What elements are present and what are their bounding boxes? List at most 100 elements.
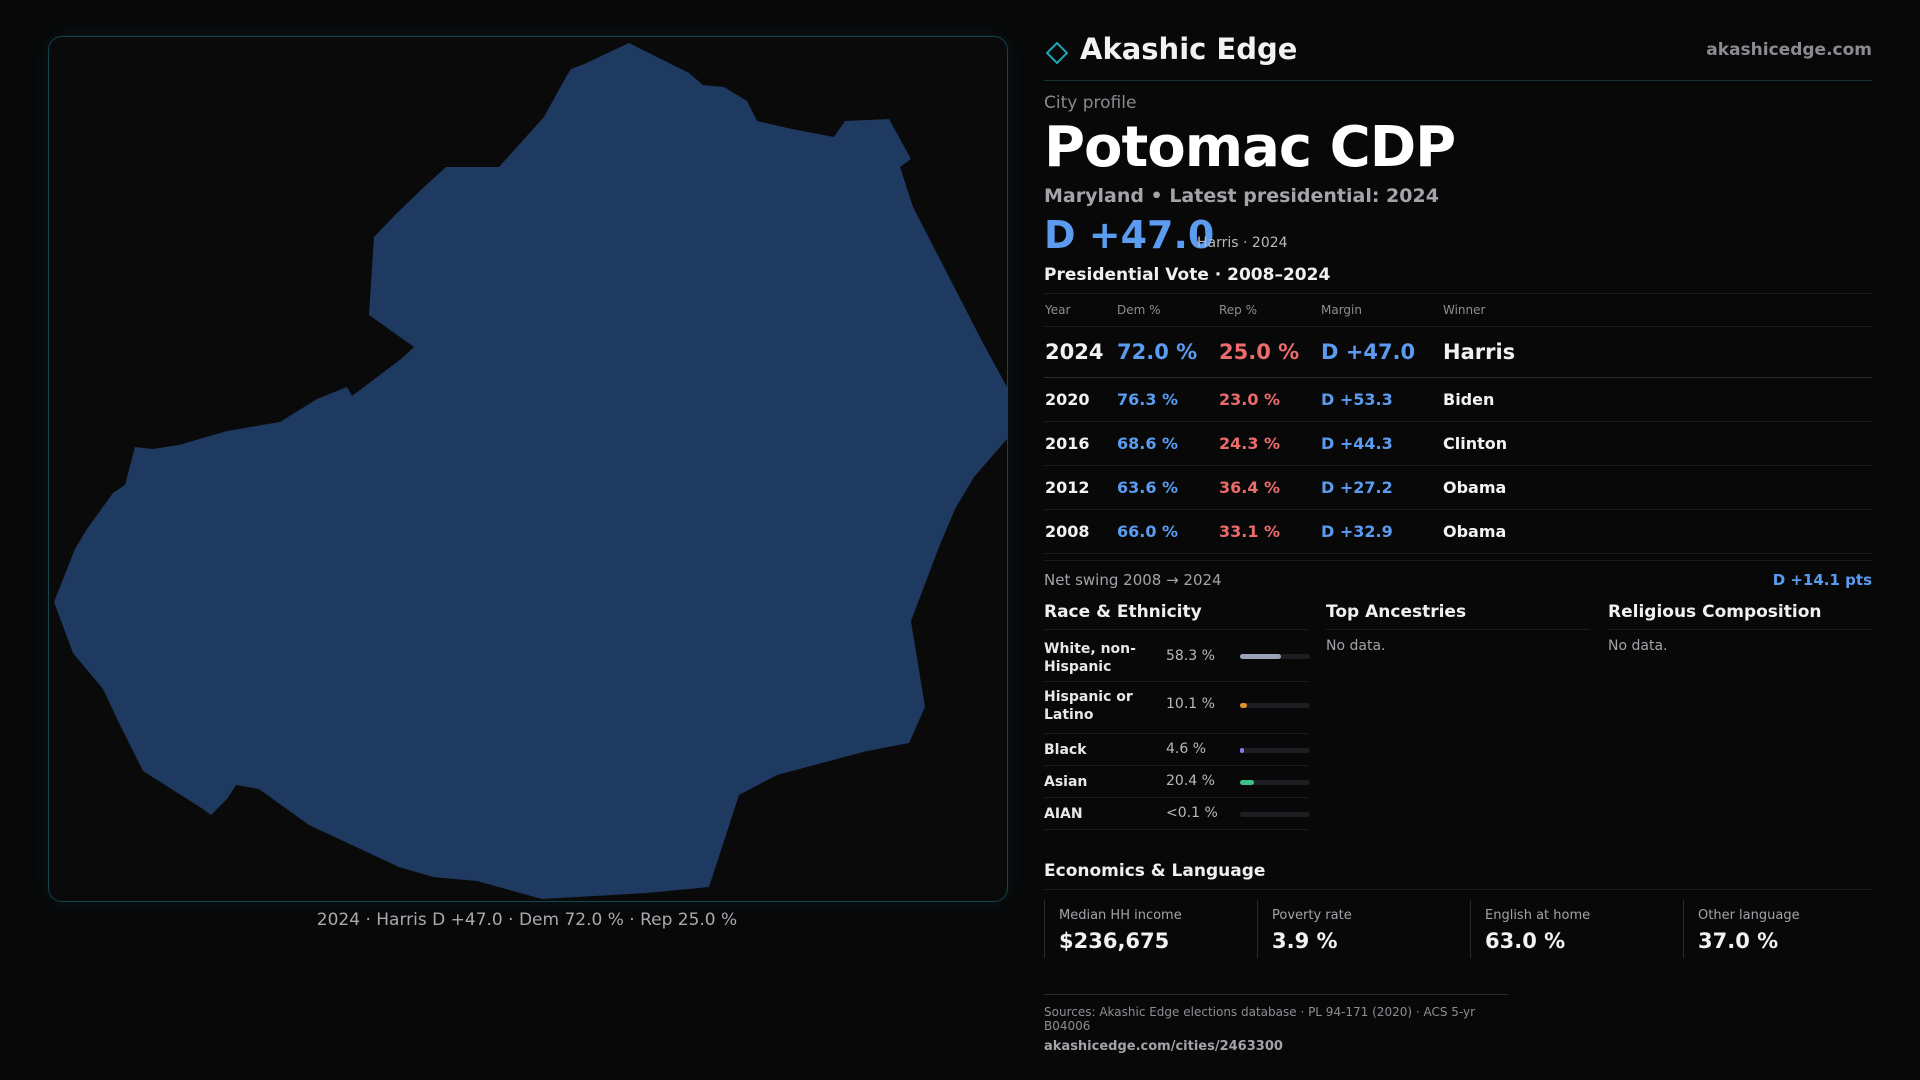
col-margin: Margin <box>1320 293 1442 327</box>
race-name: AIAN <box>1044 806 1083 822</box>
race-bar <box>1240 748 1310 753</box>
econ-label: Median HH income <box>1059 908 1182 923</box>
ancestries-title: Top Ancestries <box>1326 599 1590 630</box>
race-row: Black 4.6 % <box>1044 734 1310 766</box>
race-bar <box>1240 703 1310 708</box>
cell-margin: D +44.3 <box>1320 421 1442 466</box>
cell-dem: 72.0 % <box>1116 326 1218 378</box>
cell-dem: 66.0 % <box>1116 509 1218 554</box>
cell-margin: D +27.2 <box>1320 465 1442 510</box>
cell-year: 2008 <box>1044 509 1116 554</box>
sources-footer: Sources: Akashic Edge elections database… <box>1044 994 1508 1054</box>
headline-margin-value: D +47.0 <box>1044 213 1215 257</box>
econ-value: 3.9 % <box>1272 929 1338 953</box>
race-name: Hispanic or Latino <box>1044 689 1133 723</box>
race-pct: 10.1 % <box>1166 696 1215 712</box>
city-boundary-shape[interactable] <box>54 43 1007 899</box>
col-rep: Rep % <box>1218 293 1320 327</box>
cell-rep: 36.4 % <box>1218 465 1320 510</box>
race-name: White, non-Hispanic <box>1044 641 1136 675</box>
cell-margin: D +53.3 <box>1320 377 1442 422</box>
race-bar-fill <box>1240 748 1245 753</box>
race-title: Race & Ethnicity <box>1044 599 1308 630</box>
race-bar <box>1240 654 1310 659</box>
race-bar-fill <box>1240 703 1248 708</box>
cell-rep: 25.0 % <box>1218 326 1320 378</box>
race-pct: 58.3 % <box>1166 648 1215 664</box>
page-subtitle: Maryland • Latest presidential: 2024 <box>1044 185 1439 207</box>
table-row: 2012 63.6 % 36.4 % D +27.2 Obama <box>1044 465 1872 510</box>
col-winner: Winner <box>1442 293 1872 327</box>
race-bar-fill <box>1240 654 1281 659</box>
race-bar-fill <box>1240 780 1255 785</box>
cell-year: 2020 <box>1044 377 1116 422</box>
econ-cell-income: Median HH income $236,675 <box>1044 900 1247 958</box>
religion-title: Religious Composition <box>1608 599 1872 630</box>
econ-cell-other-language: Other language 37.0 % <box>1683 900 1872 958</box>
cell-rep: 33.1 % <box>1218 509 1320 554</box>
cell-year: 2024 <box>1044 326 1116 378</box>
table-row: 2008 66.0 % 33.1 % D +32.9 Obama <box>1044 509 1872 554</box>
econ-cell-english: English at home 63.0 % <box>1470 900 1673 958</box>
race-row: Asian 20.4 % <box>1044 766 1310 798</box>
religion-empty: No data. <box>1608 638 1668 654</box>
race-pct: <0.1 % <box>1166 805 1218 821</box>
race-row: AIAN <0.1 % <box>1044 798 1310 830</box>
cell-rep: 24.3 % <box>1218 421 1320 466</box>
cell-margin: D +32.9 <box>1320 509 1442 554</box>
profile-panel: Akashic Edge akashicedge.com City profil… <box>1044 28 1872 972</box>
cell-dem: 63.6 % <box>1116 465 1218 510</box>
table-row: 2024 72.0 % 25.0 % D +47.0 Harris <box>1044 326 1872 378</box>
cell-winner: Harris <box>1442 326 1872 378</box>
race-bar <box>1240 780 1310 785</box>
brand-name: Akashic Edge <box>1080 32 1298 66</box>
econ-label: Poverty rate <box>1272 908 1352 923</box>
headline-margin: D +47.0 Harris · 2024 <box>1044 213 1872 263</box>
map-panel <box>48 36 1008 902</box>
vote-section-title: Presidential Vote · 2008–2024 <box>1044 265 1331 285</box>
cell-dem: 76.3 % <box>1116 377 1218 422</box>
cell-winner: Obama <box>1442 465 1872 510</box>
col-year: Year <box>1044 293 1116 327</box>
cell-winner: Biden <box>1442 377 1872 422</box>
econ-value: 37.0 % <box>1698 929 1779 953</box>
economics-grid: Median HH income $236,675 Poverty rate 3… <box>1044 900 1872 972</box>
page-title: Potomac CDP <box>1044 115 1456 180</box>
cell-rep: 23.0 % <box>1218 377 1320 422</box>
econ-cell-poverty: Poverty rate 3.9 % <box>1257 900 1460 958</box>
econ-label: English at home <box>1485 908 1591 923</box>
cell-dem: 68.6 % <box>1116 421 1218 466</box>
race-name: Asian <box>1044 774 1088 790</box>
race-row: White, non-Hispanic 58.3 % <box>1044 630 1310 682</box>
city-boundary-map <box>54 43 1007 899</box>
econ-label: Other language <box>1698 908 1800 923</box>
economics-title: Economics & Language <box>1044 857 1872 890</box>
race-bar <box>1240 812 1310 817</box>
race-pct: 20.4 % <box>1166 773 1215 789</box>
col-dem: Dem % <box>1116 293 1218 327</box>
net-swing-label: Net swing 2008 → 2024 <box>1044 571 1222 589</box>
source-url-link[interactable]: akashicedge.com/cities/2463300 <box>1044 1039 1283 1054</box>
race-name: Black <box>1044 742 1087 758</box>
race-section: Race & Ethnicity White, non-Hispanic 58.… <box>1044 599 1310 830</box>
race-row: Hispanic or Latino 10.1 % <box>1044 682 1310 734</box>
demographics-columns: Race & Ethnicity White, non-Hispanic 58.… <box>1044 599 1872 849</box>
cell-year: 2016 <box>1044 421 1116 466</box>
sources-text: Sources: Akashic Edge elections database… <box>1044 1005 1476 1033</box>
cell-winner: Clinton <box>1442 421 1872 466</box>
ancestries-empty: No data. <box>1326 638 1386 654</box>
table-row: 2020 76.3 % 23.0 % D +53.3 Biden <box>1044 377 1872 422</box>
headline-margin-note: Harris · 2024 <box>1197 235 1288 251</box>
vote-table-header: Year Dem % Rep % Margin Winner <box>1044 293 1872 327</box>
site-link[interactable]: akashicedge.com <box>1706 40 1872 60</box>
religion-section: Religious Composition No data. <box>1608 599 1872 654</box>
econ-value: 63.0 % <box>1485 929 1566 953</box>
header: Akashic Edge akashicedge.com <box>1044 28 1872 81</box>
diamond-icon <box>1046 42 1068 64</box>
net-swing-value: D +14.1 pts <box>1772 571 1872 589</box>
vote-table: Year Dem % Rep % Margin Winner 2024 72.0… <box>1044 293 1872 554</box>
cell-margin: D +47.0 <box>1320 326 1442 378</box>
net-swing: Net swing 2008 → 2024 D +14.1 pts <box>1044 560 1872 595</box>
map-caption: 2024 · Harris D +47.0 · Dem 72.0 % · Rep… <box>316 910 738 930</box>
cell-winner: Obama <box>1442 509 1872 554</box>
